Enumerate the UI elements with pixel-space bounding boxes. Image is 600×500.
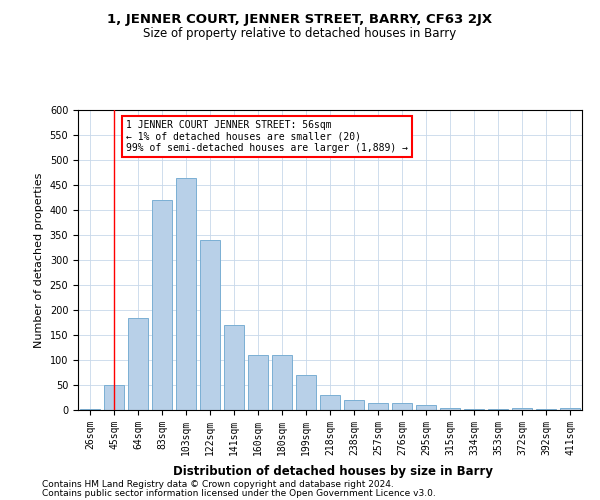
Text: Contains public sector information licensed under the Open Government Licence v3: Contains public sector information licen… — [42, 488, 436, 498]
Bar — [512, 408, 532, 410]
Bar — [560, 408, 580, 410]
Bar — [440, 408, 460, 410]
Bar — [464, 409, 484, 410]
Bar — [104, 385, 124, 410]
Bar — [392, 402, 412, 410]
Text: 1, JENNER COURT, JENNER STREET, BARRY, CF63 2JX: 1, JENNER COURT, JENNER STREET, BARRY, C… — [107, 12, 493, 26]
Bar — [344, 400, 364, 410]
Bar — [176, 178, 196, 410]
Bar — [200, 240, 220, 410]
Text: Size of property relative to detached houses in Barry: Size of property relative to detached ho… — [143, 28, 457, 40]
Text: Distribution of detached houses by size in Barry: Distribution of detached houses by size … — [173, 464, 493, 477]
Bar — [368, 402, 388, 410]
Bar — [488, 409, 508, 410]
Bar — [272, 355, 292, 410]
Bar — [296, 375, 316, 410]
Bar — [224, 325, 244, 410]
Text: Contains HM Land Registry data © Crown copyright and database right 2024.: Contains HM Land Registry data © Crown c… — [42, 480, 394, 489]
Y-axis label: Number of detached properties: Number of detached properties — [34, 172, 44, 348]
Bar — [248, 355, 268, 410]
Bar — [536, 409, 556, 410]
Bar — [128, 318, 148, 410]
Bar — [416, 405, 436, 410]
Bar — [80, 409, 100, 410]
Bar — [152, 200, 172, 410]
Text: 1 JENNER COURT JENNER STREET: 56sqm
← 1% of detached houses are smaller (20)
99%: 1 JENNER COURT JENNER STREET: 56sqm ← 1%… — [126, 120, 408, 153]
Bar — [320, 395, 340, 410]
